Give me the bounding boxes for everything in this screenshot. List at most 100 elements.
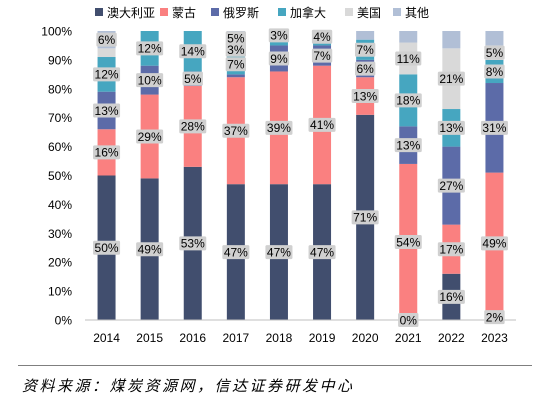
data-label-text: 49%: [482, 237, 506, 251]
legend-item-russia: 俄罗斯: [211, 4, 259, 20]
data-label-australia-2019: 47%: [308, 245, 336, 259]
source-divider: [18, 365, 532, 366]
data-label-text: 5%: [227, 32, 245, 46]
data-label-mongolia-2017: 37%: [222, 123, 250, 138]
data-label-text: 7%: [227, 58, 245, 72]
data-label-text: 12%: [138, 42, 162, 56]
legend-item-australia: 澳大利亚: [95, 4, 155, 20]
y-tick-label: 80%: [48, 82, 72, 96]
data-label-text: 47%: [267, 245, 291, 259]
data-label-text: 10%: [138, 73, 162, 87]
legend-swatch-russia: [211, 8, 219, 16]
legend-label-russia: 俄罗斯: [223, 5, 260, 20]
legend-item-usa: 美国: [345, 4, 381, 20]
x-tick-label: 2018: [266, 331, 293, 345]
data-label-background: [437, 71, 465, 86]
bar-segment-russia-2017: [226, 74, 245, 78]
data-label-other-2019: 4%: [311, 29, 333, 44]
data-label-background: [308, 117, 336, 132]
data-label-background: [268, 51, 290, 66]
data-label-text: 47%: [310, 245, 334, 259]
data-label-text: 2%: [486, 310, 504, 324]
data-label-background: [268, 28, 290, 43]
data-label-text: 8%: [486, 65, 504, 79]
data-label-background: [484, 45, 505, 60]
data-label-background: [437, 178, 465, 193]
data-label-text: 29%: [138, 130, 162, 144]
data-label-other-2017: 5%: [225, 31, 247, 46]
bar-segment-canada-2018: [269, 39, 288, 46]
data-label-canada-2017: 7%: [225, 57, 247, 72]
data-label-background: [93, 145, 121, 160]
data-label-text: 13%: [439, 121, 463, 135]
data-label-text: 13%: [95, 104, 119, 118]
legend-label-usa: 美国: [357, 5, 382, 20]
data-label-mongolia-2019: 41%: [308, 117, 336, 132]
data-label-text: 27%: [439, 179, 463, 193]
data-label-canada-2016: 14%: [179, 44, 207, 59]
data-label-russia-2023: 31%: [480, 120, 508, 135]
data-label-russia-2016: 5%: [182, 71, 203, 86]
data-label-russia-2018: 9%: [268, 51, 290, 66]
data-label-background: [394, 93, 422, 108]
legend-item-canada: 加拿大: [278, 4, 326, 20]
data-label-background: [222, 123, 250, 138]
data-label-background: [394, 234, 422, 249]
legend-swatch-usa: [345, 8, 353, 16]
data-label-background: [265, 120, 293, 135]
data-label-russia-2019: 7%: [311, 48, 333, 63]
x-tick-label: 2017: [222, 331, 249, 345]
data-label-background: [394, 138, 422, 153]
data-label-russia-2021: 13%: [394, 138, 422, 153]
data-label-background: [179, 119, 207, 134]
data-label-background: [437, 242, 465, 257]
data-label-background: [136, 73, 164, 88]
data-label-mongolia-2022: 17%: [437, 242, 465, 257]
data-label-text: 11%: [397, 52, 420, 66]
data-label-text: 50%: [95, 241, 119, 255]
data-label-australia-2021: 0%: [398, 313, 419, 327]
data-labels: 50% 16% 13% 12% 6% 49% 29% 10% 12% 53% 28% 5% 14% 47%…: [93, 28, 508, 327]
data-label-background: [398, 313, 419, 327]
data-label-background: [480, 236, 508, 251]
x-tick-label: 2023: [481, 331, 508, 345]
data-label-canada-2020: 7%: [354, 42, 376, 57]
data-label-australia-2017: 47%: [222, 245, 250, 259]
data-label-background: [93, 103, 121, 118]
y-tick-label: 10%: [48, 285, 72, 299]
data-label-background: [354, 61, 376, 76]
legend-swatch-other: [393, 8, 401, 16]
data-label-australia-2022: 16%: [437, 289, 465, 304]
data-label-text: 13%: [353, 89, 377, 103]
data-label-background: [437, 289, 465, 304]
data-label-background: [179, 44, 207, 59]
data-label-russia-2020: 6%: [354, 61, 376, 76]
legend-label-other: 其他: [405, 5, 430, 20]
data-label-canada-2021: 18%: [394, 93, 422, 108]
legend-label-canada: 加拿大: [290, 5, 327, 20]
bar-segment-other-2020: [356, 31, 375, 40]
legend-label-mongolia: 蒙古: [172, 5, 197, 20]
legend-item-mongolia: 蒙古: [160, 4, 196, 20]
x-tick-label: 2014: [93, 331, 120, 345]
data-label-background: [136, 242, 164, 257]
x-tick-label: 2016: [179, 331, 206, 345]
data-label-background: [96, 32, 117, 47]
x-tick-label: 2020: [352, 331, 379, 345]
data-label-canada-2014: 12%: [93, 67, 121, 82]
data-label-background: [395, 51, 422, 66]
legend-label-australia: 澳大利亚: [107, 5, 156, 20]
data-label-russia-2015: 10%: [136, 73, 164, 88]
data-label-text: 12%: [95, 68, 119, 82]
data-label-canada-2022: 13%: [437, 120, 465, 135]
data-label-mongolia-2021: 54%: [394, 234, 422, 249]
legend-swatch-australia: [95, 8, 103, 16]
data-label-background: [354, 42, 376, 57]
source-note: 资料来源：煤炭资源网，信达证券研发中心: [22, 377, 355, 395]
y-tick-label: 60%: [48, 140, 72, 154]
data-label-text: 53%: [181, 237, 205, 251]
data-label-mongolia-2023: 49%: [480, 236, 508, 251]
data-label-russia-2022: 27%: [437, 178, 465, 193]
data-label-text: 13%: [396, 138, 420, 152]
data-label-text: 9%: [270, 52, 288, 66]
